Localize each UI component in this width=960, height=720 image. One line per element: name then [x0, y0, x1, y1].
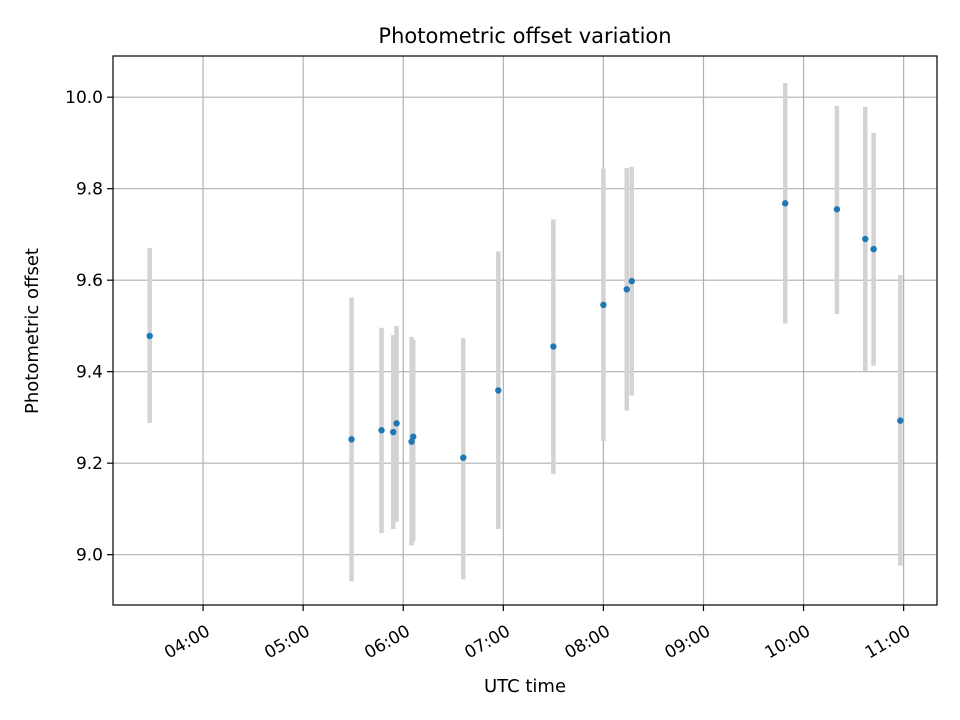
data-point — [862, 235, 869, 243]
data-point — [782, 200, 789, 207]
chart-title: Photometric offset variation — [378, 24, 671, 48]
y-tick-label: 9.6 — [76, 271, 103, 291]
data-point — [408, 438, 415, 445]
data-point — [550, 343, 557, 350]
y-tick-label: 9.4 — [76, 363, 103, 383]
data-point — [870, 245, 877, 253]
data-point — [623, 286, 630, 293]
y-tick-label: 10.0 — [65, 88, 103, 108]
data-point — [393, 420, 400, 427]
data-point — [600, 301, 607, 309]
x-axis-label: UTC time — [484, 676, 566, 697]
data-point — [460, 454, 467, 461]
data-point — [410, 433, 417, 440]
data-point — [897, 417, 904, 424]
data-point — [146, 332, 153, 340]
y-tick-label: 9.0 — [76, 546, 103, 566]
data-point — [348, 436, 355, 443]
y-tick-label: 9.8 — [76, 180, 103, 200]
plot-area-frame — [112, 55, 938, 606]
data-point — [833, 206, 841, 213]
data-point — [378, 427, 385, 434]
data-points — [146, 200, 904, 461]
data-point — [495, 387, 502, 394]
y-axis-ticks: 9.0 9.2 9.4 9.6 9.8 10.0 — [65, 88, 113, 566]
data-point — [628, 277, 635, 285]
y-axis-label: Photometric offset — [22, 248, 43, 414]
y-tick-label: 9.2 — [76, 454, 103, 474]
data-point — [390, 428, 397, 436]
